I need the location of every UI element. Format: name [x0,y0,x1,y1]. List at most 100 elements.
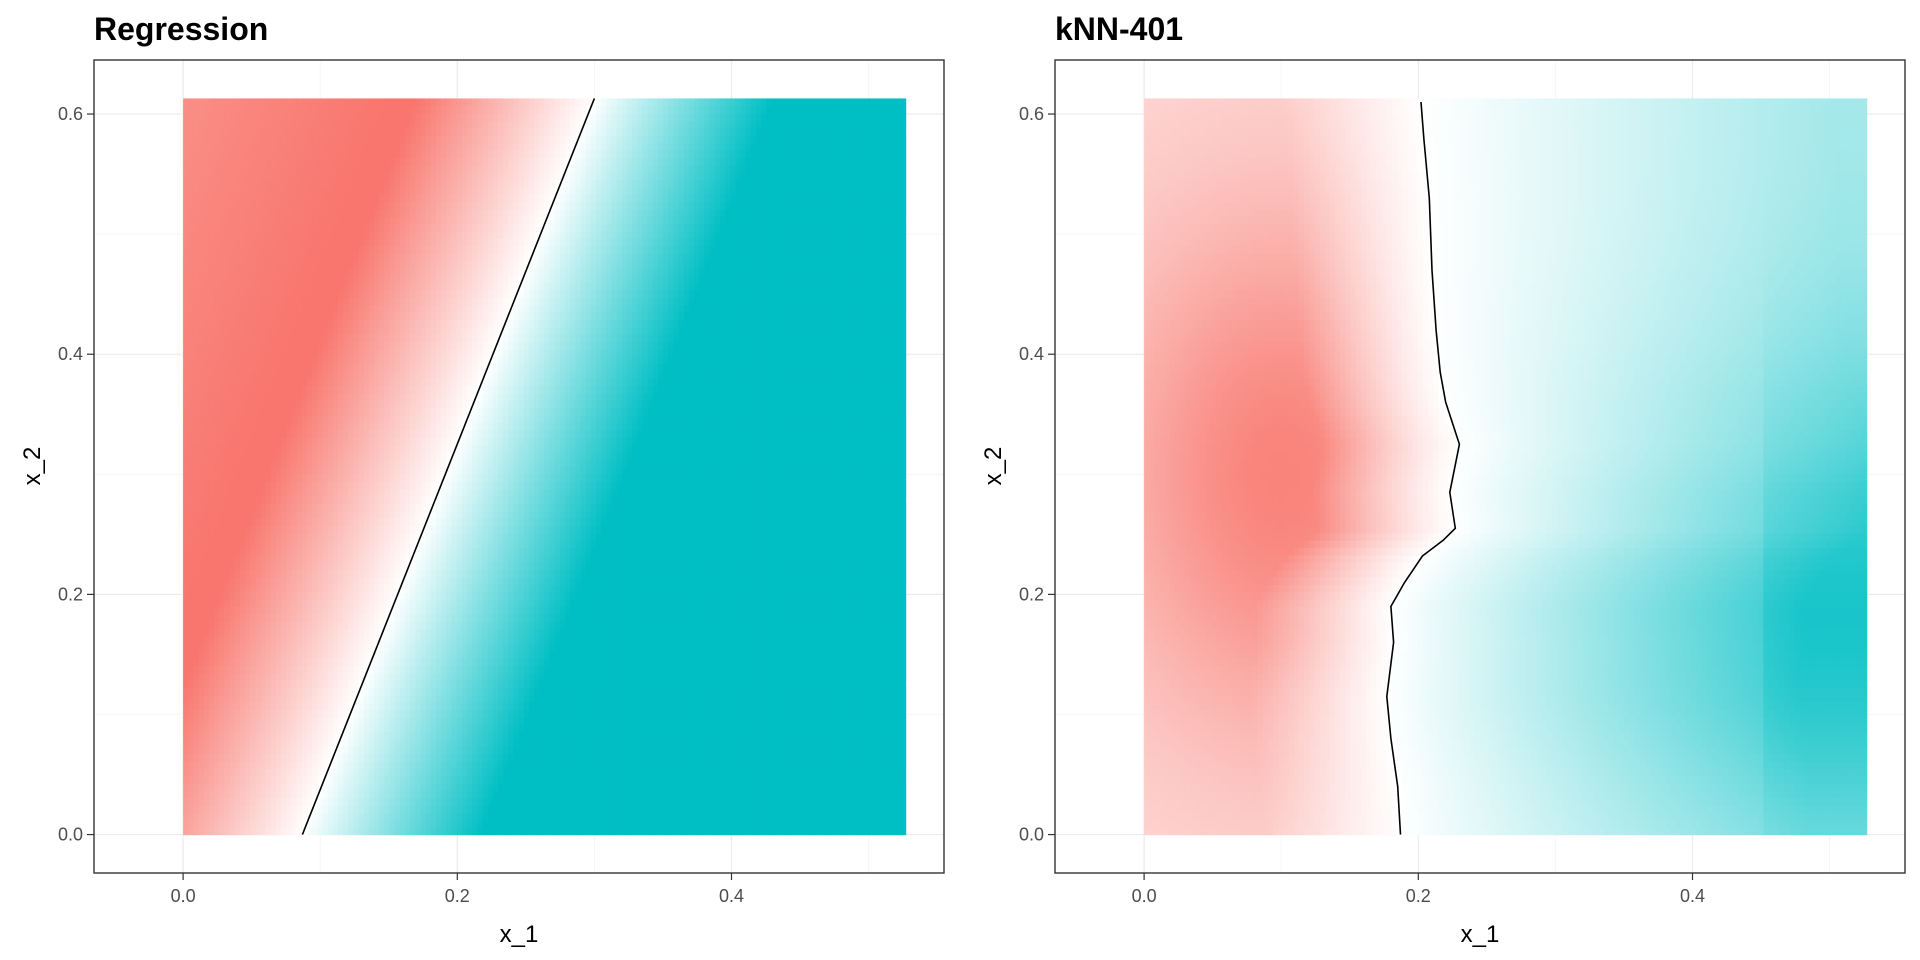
fill-cell [663,599,669,607]
fill-cell [482,613,489,622]
fill-cell [291,576,298,585]
fill-cell [477,812,484,821]
fill-cell [797,591,803,600]
fill-cell [549,694,556,703]
fill-cell [652,650,659,659]
fill-cell [838,679,845,688]
fill-cell [699,665,705,674]
fill-cell [291,775,298,784]
fill-cell [322,797,329,806]
fill-cell [771,665,778,674]
fill-cell [348,635,355,644]
fill-cell [565,628,571,637]
fill-cell [802,731,809,740]
fill-cell [214,819,220,828]
fill-cell [879,709,886,718]
fill-cell [652,709,659,718]
fill-cell [193,775,200,784]
fill-cell [523,709,530,718]
fill-cell [281,635,287,644]
fill-cell [812,599,819,607]
fill-cell [590,606,597,615]
fill-cell [317,827,324,836]
fill-cell [884,657,891,666]
fill-cell [487,783,494,791]
fill-cell [286,746,293,755]
fill-cell [740,584,747,593]
fill-cell [441,746,447,755]
fill-cell [487,672,494,681]
fill-cell [879,665,886,674]
fill-cell [461,613,468,622]
fill-cell [869,731,876,740]
fill-cell [513,775,520,784]
fill-cell [884,628,891,637]
fill-cell [420,599,427,607]
fill-cell [833,731,840,740]
fill-cell [879,672,886,681]
fill-cell [492,694,499,703]
fill-cell [647,635,654,644]
fill-cell [766,591,773,600]
fill-cell [399,599,406,607]
fill-cell [368,724,375,733]
fill-cell [503,694,509,703]
fill-cell [626,679,633,688]
fill-cell [771,650,778,659]
fill-cell [203,790,210,799]
fill-cell [900,768,907,777]
fill-cell [611,635,618,644]
fill-cell [425,650,432,659]
fill-cell [688,672,695,681]
fill-cell [214,679,220,688]
fill-cell [327,812,334,821]
fill-cell [621,731,628,740]
fill-cell [590,635,597,644]
fill-cell [503,650,509,659]
fill-cell [843,819,850,828]
fill-cell [497,797,504,806]
fill-cell [781,738,788,747]
fill-cell [472,702,478,711]
fill-cell [642,687,649,696]
fill-cell [714,635,721,644]
fill-cell [843,635,850,644]
fill-cell [626,687,633,696]
fill-cell [864,679,871,688]
fill-cell [358,599,365,607]
fill-cell [523,628,530,637]
fill-cell [265,746,272,755]
fill-cell [642,724,649,733]
fill-cell [828,635,834,644]
fill-cell [508,783,514,791]
fill-cell [606,650,613,659]
fill-cell [301,709,308,718]
fill-cell [745,576,752,585]
fill-cell [472,657,478,666]
fill-cell [626,746,633,755]
fill-cell [647,650,654,659]
fill-cell [492,584,499,593]
fill-cell [673,731,680,740]
fill-cell [203,827,210,836]
fill-cell [317,716,324,725]
fill-cell [750,768,757,777]
fill-cell [513,665,520,674]
fill-cell [792,783,798,791]
fill-cell [585,827,592,836]
fill-cell [606,694,613,703]
fill-cell [441,724,447,733]
fill-cell [704,613,711,622]
fill-cell [786,665,793,674]
fill-cell [265,635,272,644]
fill-cell [828,753,834,762]
fill-cell [704,679,711,688]
fill-cell [487,694,494,703]
fill-cell [704,753,711,762]
fill-cell [694,613,700,622]
fill-cell [497,812,504,821]
fill-cell [900,584,907,593]
fill-cell [766,584,773,593]
fill-cell [296,650,303,659]
fill-cell [415,672,422,681]
